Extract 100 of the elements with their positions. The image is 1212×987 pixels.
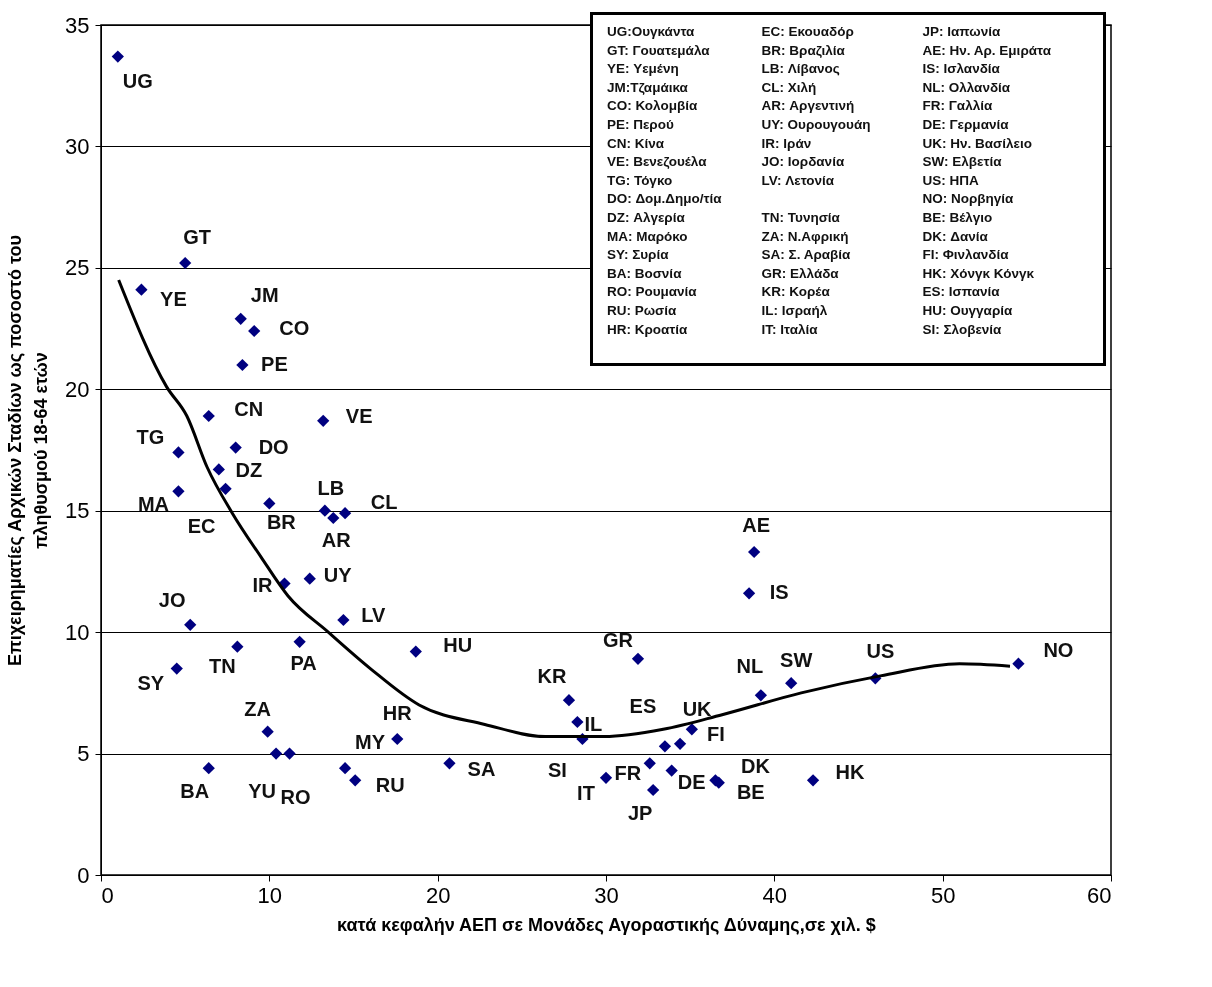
annotation: NL: Ολλανδία [922, 78, 1012, 97]
annotation: PE: Περού [606, 115, 675, 134]
data-label: IR [252, 573, 274, 596]
data-label: KR [537, 665, 567, 688]
point [202, 409, 215, 423]
x-tick-label: 40 [762, 882, 788, 908]
data-label: CL [370, 491, 398, 514]
annotation: US: ΗΠΑ [922, 171, 980, 190]
data-label: SW [780, 649, 813, 672]
point [647, 783, 660, 797]
annotation: AE: Ην. Αρ. Εμιράτα [922, 41, 1052, 60]
data-label: NL [736, 655, 764, 678]
point [1012, 657, 1025, 670]
point [261, 725, 274, 738]
annotation: BE: Βέλγιο [922, 208, 994, 227]
data-label: AE [742, 514, 771, 536]
annotation: BR: Βραζιλία [761, 41, 846, 60]
point [742, 587, 756, 600]
annotation: UG:Ουγκάντα [606, 23, 696, 41]
data-label: IL [584, 713, 603, 735]
y-tick-label: 30 [65, 133, 90, 159]
x-tick-label: 20 [425, 882, 451, 908]
annotation: JM:Τζαμάικα [606, 78, 689, 97]
data-label: RU [375, 774, 405, 797]
data-label: IS [769, 581, 789, 604]
data-label: ES [629, 695, 657, 718]
point [748, 545, 761, 559]
point [338, 762, 352, 775]
data-label: SY [137, 671, 165, 694]
data-label: UK [682, 697, 713, 720]
annotation: GT: Γουατεμάλα [606, 41, 711, 60]
point [349, 774, 362, 787]
data-label: DO [258, 435, 289, 458]
annotation: UY: Ουρουγουάη [761, 115, 872, 134]
data-label: DZ [235, 459, 263, 482]
data-label: FI [706, 723, 725, 746]
data-label: JM [250, 283, 279, 306]
point [170, 662, 183, 675]
data-label: FR [614, 762, 642, 785]
point [391, 732, 404, 746]
point [179, 256, 192, 270]
data-label: TN [209, 654, 236, 677]
point [248, 324, 261, 338]
x-tick-label: 30 [594, 882, 619, 908]
annotation: DE: Γερμανία [922, 115, 1010, 134]
point [599, 771, 613, 784]
point [231, 640, 244, 653]
x-tick-label: 10 [257, 882, 283, 908]
annotation: AR: Αργεντινή [761, 97, 856, 116]
annotation: CN: Κίνα [606, 134, 665, 153]
y-tick-label: 5 [77, 741, 90, 767]
data-label: SA [467, 758, 496, 781]
annotation: SA: Σ. Αραβία [761, 246, 852, 265]
data-label: BA [180, 780, 210, 803]
point [229, 441, 242, 454]
y-tick-label: 10 [65, 619, 90, 645]
annotation: IR: Ιράν [761, 134, 813, 153]
annotation: TN: Τυνησία [761, 208, 841, 227]
y-tick-label: 0 [77, 862, 90, 888]
point [631, 652, 645, 665]
point [785, 677, 798, 690]
data-label: LB [317, 476, 345, 499]
y-tick-label: 20 [65, 376, 90, 402]
annotation: BA: Βοσνία [606, 264, 683, 283]
annotation: SY: Συρία [606, 246, 670, 265]
annotation: DZ: Αλγερία [606, 208, 686, 227]
data-label: HR [382, 702, 413, 724]
data-label: LV [361, 604, 387, 626]
data-label: GR [602, 628, 634, 651]
annotation: ZA: Ν.Αφρική [761, 227, 850, 246]
data-label: RO [280, 785, 311, 808]
annotation: DK: Δανία [922, 227, 989, 246]
point [172, 485, 185, 498]
point [172, 446, 185, 459]
point [409, 645, 422, 658]
annotation: CO: Κολομβία [606, 97, 699, 116]
data-label: YE [160, 287, 187, 310]
annotation: VE: Βενεζουέλα [606, 153, 708, 172]
x-tick-label: 60 [1087, 882, 1112, 908]
annotation: DO: Δομ.Δημο/τία [606, 190, 723, 209]
data-label: BE [736, 780, 765, 803]
annotation: SI: Σλοβενία [922, 320, 1003, 339]
y-tick-label: 15 [65, 498, 90, 524]
annotation: KR: Κορέα [761, 283, 831, 302]
data-label: UY [323, 563, 353, 586]
point [665, 764, 678, 777]
y-axis-title: Επιχειρηματίες Αρχικών Σταδίων ως ποσοστό του πληθυσμού 18-64 ετών [5, 234, 52, 667]
annotation: LV: Λετονία [761, 171, 836, 190]
point [283, 747, 296, 760]
annotation: IL: Ισραήλ [761, 301, 829, 320]
data-label: ZA [244, 697, 271, 720]
data-label: US [866, 640, 895, 663]
annotation: FR: Γαλλία [922, 97, 994, 116]
annotation: IT: Ιταλία [761, 320, 819, 339]
annotation: EC: Εκουαδόρ [761, 23, 855, 41]
x-tick-label: 50 [930, 882, 956, 908]
annotation: JO: Ιορδανία [761, 153, 846, 172]
data-label: BR [266, 511, 297, 534]
point [327, 511, 340, 525]
data-label: MA [137, 493, 169, 516]
